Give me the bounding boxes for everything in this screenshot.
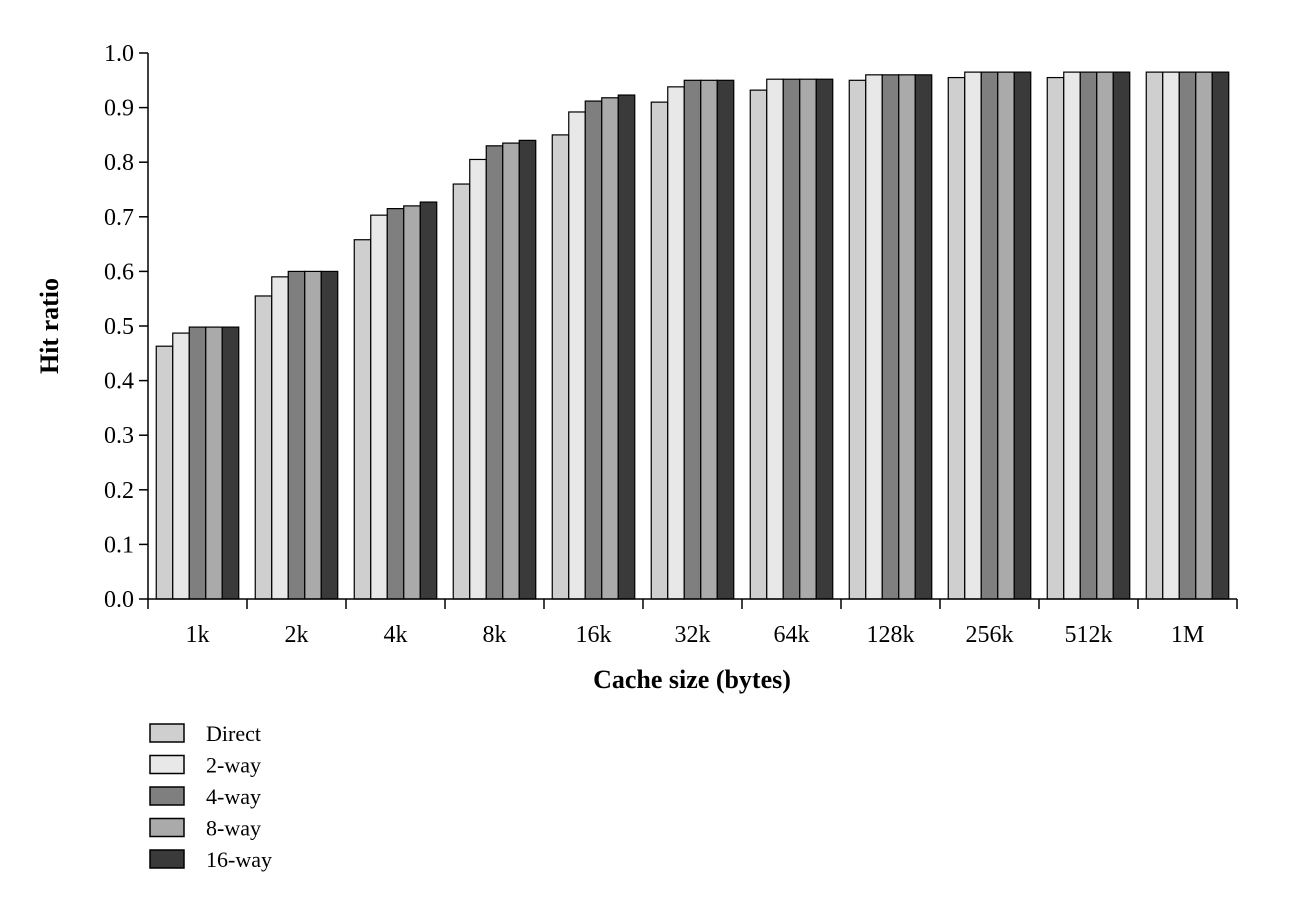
legend-label: 4-way: [206, 784, 261, 809]
bar-1k-4-way: [188, 326, 207, 600]
legend-label: 8-way: [206, 816, 261, 841]
bar-32k-16-way: [716, 79, 735, 600]
bar-512k-direct: [1046, 76, 1065, 600]
bar-1M-2-way: [1162, 71, 1180, 600]
bar-128k-16-way: [914, 74, 933, 600]
legend-swatch-4-way: [149, 786, 185, 806]
x-tick-label: 1M: [1171, 622, 1204, 648]
bar-2k-direct: [254, 295, 273, 600]
x-tick-label: 256k: [966, 622, 1014, 648]
bar-64k-16-way: [815, 78, 834, 600]
bar-512k-8-way: [1096, 71, 1114, 600]
bar-128k-direct: [848, 79, 867, 600]
bar-256k-16-way: [1013, 71, 1032, 600]
bar-1k-16-way: [221, 326, 240, 600]
bars-layer: [155, 71, 1230, 600]
x-axis-title: Cache size (bytes): [593, 665, 791, 694]
y-tick-label: 0.3: [104, 423, 134, 449]
y-tick-label: 1.0: [104, 41, 134, 67]
y-tick-label: 0.9: [104, 96, 134, 122]
bar-512k-16-way: [1112, 71, 1131, 600]
bar-1M-4-way: [1178, 71, 1197, 600]
bar-16k-4-way: [584, 100, 603, 600]
legend: Direct 2-way 4-way 8-way 16-way: [149, 721, 272, 872]
x-tick-label: 8k: [483, 622, 507, 648]
bar-64k-2-way: [766, 78, 784, 600]
bar-512k-4-way: [1079, 71, 1098, 600]
bar-4k-2-way: [370, 214, 388, 600]
bar-64k-4-way: [782, 78, 801, 600]
bar-16k-direct: [551, 134, 570, 600]
bar-512k-2-way: [1063, 71, 1081, 600]
legend-label: 16-way: [206, 847, 272, 872]
ticks-layer: 0.0 0.1 0.2 0.3 0.4 0.5 0.6 0.7 0.8 0.9 1.0 1k 2k 4k 8…: [104, 41, 1238, 648]
x-tick-label: 1k: [186, 622, 210, 648]
y-tick-label: 0.7: [104, 205, 134, 231]
bar-1M-direct: [1145, 71, 1164, 600]
bar-2k-8-way: [304, 270, 322, 600]
bar-16k-16-way: [617, 94, 636, 600]
bar-256k-2-way: [964, 71, 982, 600]
x-tick-label: 64k: [774, 622, 810, 648]
bar-2k-16-way: [320, 270, 339, 600]
bar-4k-16-way: [419, 201, 438, 600]
legend-swatch-direct: [149, 723, 185, 743]
y-axis-title: Hit ratio: [35, 278, 64, 374]
legend-label: Direct: [206, 721, 261, 746]
x-tick-label: 512k: [1065, 622, 1113, 648]
bar-2k-2-way: [271, 276, 289, 600]
bar-256k-direct: [947, 76, 966, 600]
bar-4k-8-way: [403, 205, 421, 600]
legend-swatch-16-way: [149, 849, 185, 869]
y-tick-label: 0.6: [104, 259, 134, 285]
bar-1M-16-way: [1211, 71, 1230, 600]
x-tick-label: 16k: [576, 622, 612, 648]
bar-32k-4-way: [683, 79, 702, 600]
bar-1k-8-way: [205, 326, 223, 600]
bar-1k-direct: [155, 345, 174, 600]
legend-swatch-2-way: [149, 754, 185, 775]
bar-128k-2-way: [865, 74, 883, 600]
bar-8k-16-way: [518, 139, 537, 600]
y-tick-label: 0.2: [104, 478, 134, 504]
bar-8k-8-way: [502, 142, 520, 600]
bar-256k-4-way: [980, 71, 999, 600]
bar-8k-4-way: [485, 145, 504, 600]
legend-label: 2-way: [206, 753, 261, 778]
bar-64k-direct: [749, 89, 768, 600]
bar-8k-direct: [452, 183, 471, 600]
bar-16k-8-way: [601, 97, 619, 600]
bar-128k-8-way: [898, 74, 916, 600]
x-tick-label: 32k: [675, 622, 711, 648]
y-tick-label: 0.8: [104, 150, 134, 176]
x-tick-label: 4k: [384, 622, 408, 648]
bar-32k-8-way: [700, 79, 718, 600]
bar-1M-8-way: [1195, 71, 1213, 600]
legend-swatch-8-way: [149, 817, 185, 838]
bar-4k-4-way: [386, 208, 405, 600]
y-tick-label: 0.1: [104, 532, 134, 558]
bar-64k-8-way: [799, 78, 817, 600]
bar-16k-2-way: [568, 111, 586, 600]
bar-8k-2-way: [469, 158, 487, 600]
bar-4k-direct: [353, 239, 372, 600]
y-tick-label: 0.0: [104, 587, 134, 613]
bar-1k-2-way: [172, 332, 190, 600]
x-tick-label: 128k: [867, 622, 915, 648]
x-tick-label: 2k: [285, 622, 309, 648]
bar-2k-4-way: [287, 270, 306, 600]
bar-128k-4-way: [881, 74, 900, 600]
bar-256k-8-way: [997, 71, 1015, 600]
bar-32k-2-way: [667, 86, 685, 600]
bar-32k-direct: [650, 101, 669, 600]
y-tick-label: 0.4: [104, 369, 134, 395]
y-tick-label: 0.5: [104, 314, 134, 340]
